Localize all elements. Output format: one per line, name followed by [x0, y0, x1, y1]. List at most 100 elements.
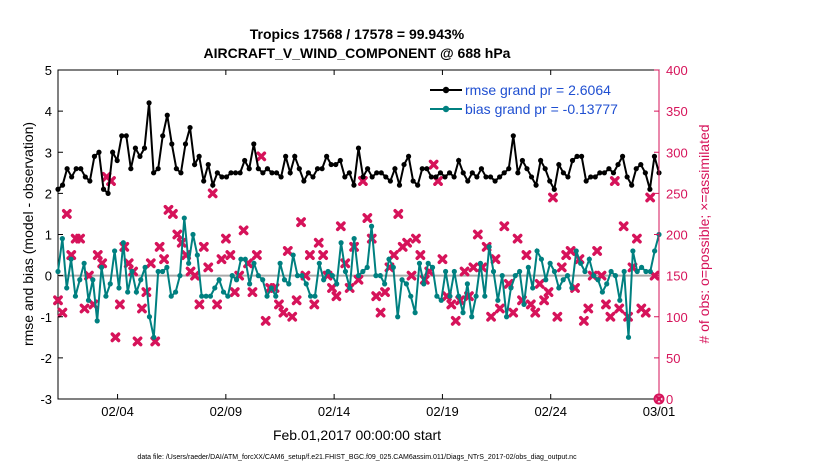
rmse-point — [442, 174, 448, 180]
bias-point — [473, 293, 479, 299]
rmse-point — [201, 178, 207, 184]
rmse-point — [569, 157, 576, 164]
bias-point — [421, 281, 427, 287]
rmse-point — [451, 174, 457, 180]
bias-point — [556, 285, 562, 291]
rmse-point — [506, 166, 512, 172]
bias-point — [599, 289, 605, 295]
bias-point — [312, 293, 318, 299]
bias-point — [273, 293, 279, 299]
rmse-point — [610, 170, 617, 176]
bias-point — [530, 285, 536, 291]
bias-point — [299, 273, 305, 279]
rmse-point — [333, 161, 339, 168]
rmse-point — [547, 178, 553, 184]
rmse-point — [137, 153, 143, 159]
rmse-point — [428, 174, 434, 180]
bias-point — [416, 260, 423, 266]
rmse-point — [187, 124, 193, 131]
bias-point — [630, 248, 636, 254]
rmse-point — [246, 166, 252, 172]
bias-point — [281, 277, 288, 283]
obs-marker — [61, 209, 72, 219]
bias-point — [338, 240, 344, 246]
bias-point — [155, 268, 161, 275]
bias-point — [608, 268, 614, 275]
rmse-point — [560, 170, 566, 176]
rmse-point — [242, 157, 248, 164]
bias-point — [582, 268, 588, 275]
right-tick-label: 250 — [666, 186, 688, 201]
obs-marker — [578, 315, 589, 326]
bias-point — [560, 277, 566, 283]
rmse-point — [269, 170, 275, 176]
obs-marker — [203, 262, 214, 273]
bias-point — [186, 260, 192, 266]
rmse-point — [469, 170, 475, 176]
obs-marker — [640, 307, 651, 318]
x-tick-label: 02/09 — [210, 404, 243, 419]
rmse-point — [383, 174, 389, 180]
bias-point — [342, 268, 349, 275]
rmse-point — [128, 166, 134, 172]
bias-point — [425, 260, 431, 266]
right-tick-label: 0 — [666, 392, 673, 407]
bias-point — [538, 256, 545, 262]
bias-point — [138, 277, 144, 283]
bias-point — [64, 285, 70, 291]
right-tick-label: 400 — [666, 63, 688, 78]
bias-point — [438, 297, 444, 303]
obs-marker — [618, 221, 629, 232]
bias-point — [251, 260, 257, 266]
bias-point — [133, 289, 139, 295]
rmse-point — [337, 157, 343, 164]
rmse-point — [497, 174, 503, 180]
rmse-point — [59, 182, 66, 188]
rmse-point — [551, 186, 557, 192]
right-axis-ticks: 0 50 100 150 200 250 300 350 400 — [654, 63, 688, 407]
rmse-point — [78, 166, 84, 172]
rmse-point — [255, 166, 261, 172]
obs-marker — [371, 291, 382, 302]
bias-point — [477, 260, 484, 266]
rmse-point — [487, 174, 494, 180]
rmse-point — [228, 170, 234, 176]
bias-point — [503, 314, 510, 320]
bias-point — [255, 273, 261, 279]
bias-point — [260, 277, 266, 283]
rmse-point — [478, 166, 485, 172]
rmse-point — [401, 161, 407, 168]
obs-marker — [79, 303, 90, 314]
obs-marker — [247, 287, 258, 297]
rmse-point — [210, 182, 216, 188]
rmse-point — [151, 170, 157, 176]
obs-marker — [609, 176, 620, 186]
rmse-point — [528, 174, 535, 180]
rmse-point — [278, 174, 284, 180]
obs-marker — [402, 237, 413, 248]
obs-marker — [490, 254, 501, 265]
rmse-point — [141, 145, 148, 151]
x-tick-label: 02/19 — [426, 404, 459, 419]
obs-marker — [75, 233, 85, 244]
x-axis-ticks: 02/04 02/09 02/14 02/19 02/24 03/01 — [101, 70, 675, 419]
bias-point — [242, 256, 248, 262]
obs-marker — [428, 159, 439, 170]
rmse-point — [205, 161, 211, 168]
rmse-point — [542, 166, 548, 172]
obs-marker — [216, 254, 227, 265]
bias-point — [59, 236, 65, 242]
x-tick-label: 02/14 — [318, 404, 351, 419]
rmse-point — [64, 166, 70, 172]
bias-point — [395, 314, 401, 320]
obs-marker — [605, 311, 616, 322]
bias-point — [347, 285, 353, 291]
obs-marker — [221, 233, 231, 244]
bias-point — [621, 268, 627, 275]
rmse-point — [301, 178, 307, 184]
obs-marker — [437, 254, 448, 265]
obs-marker — [468, 262, 479, 273]
obs-marker — [225, 250, 236, 260]
rmse-point — [91, 153, 98, 159]
rmse-point — [82, 174, 88, 180]
